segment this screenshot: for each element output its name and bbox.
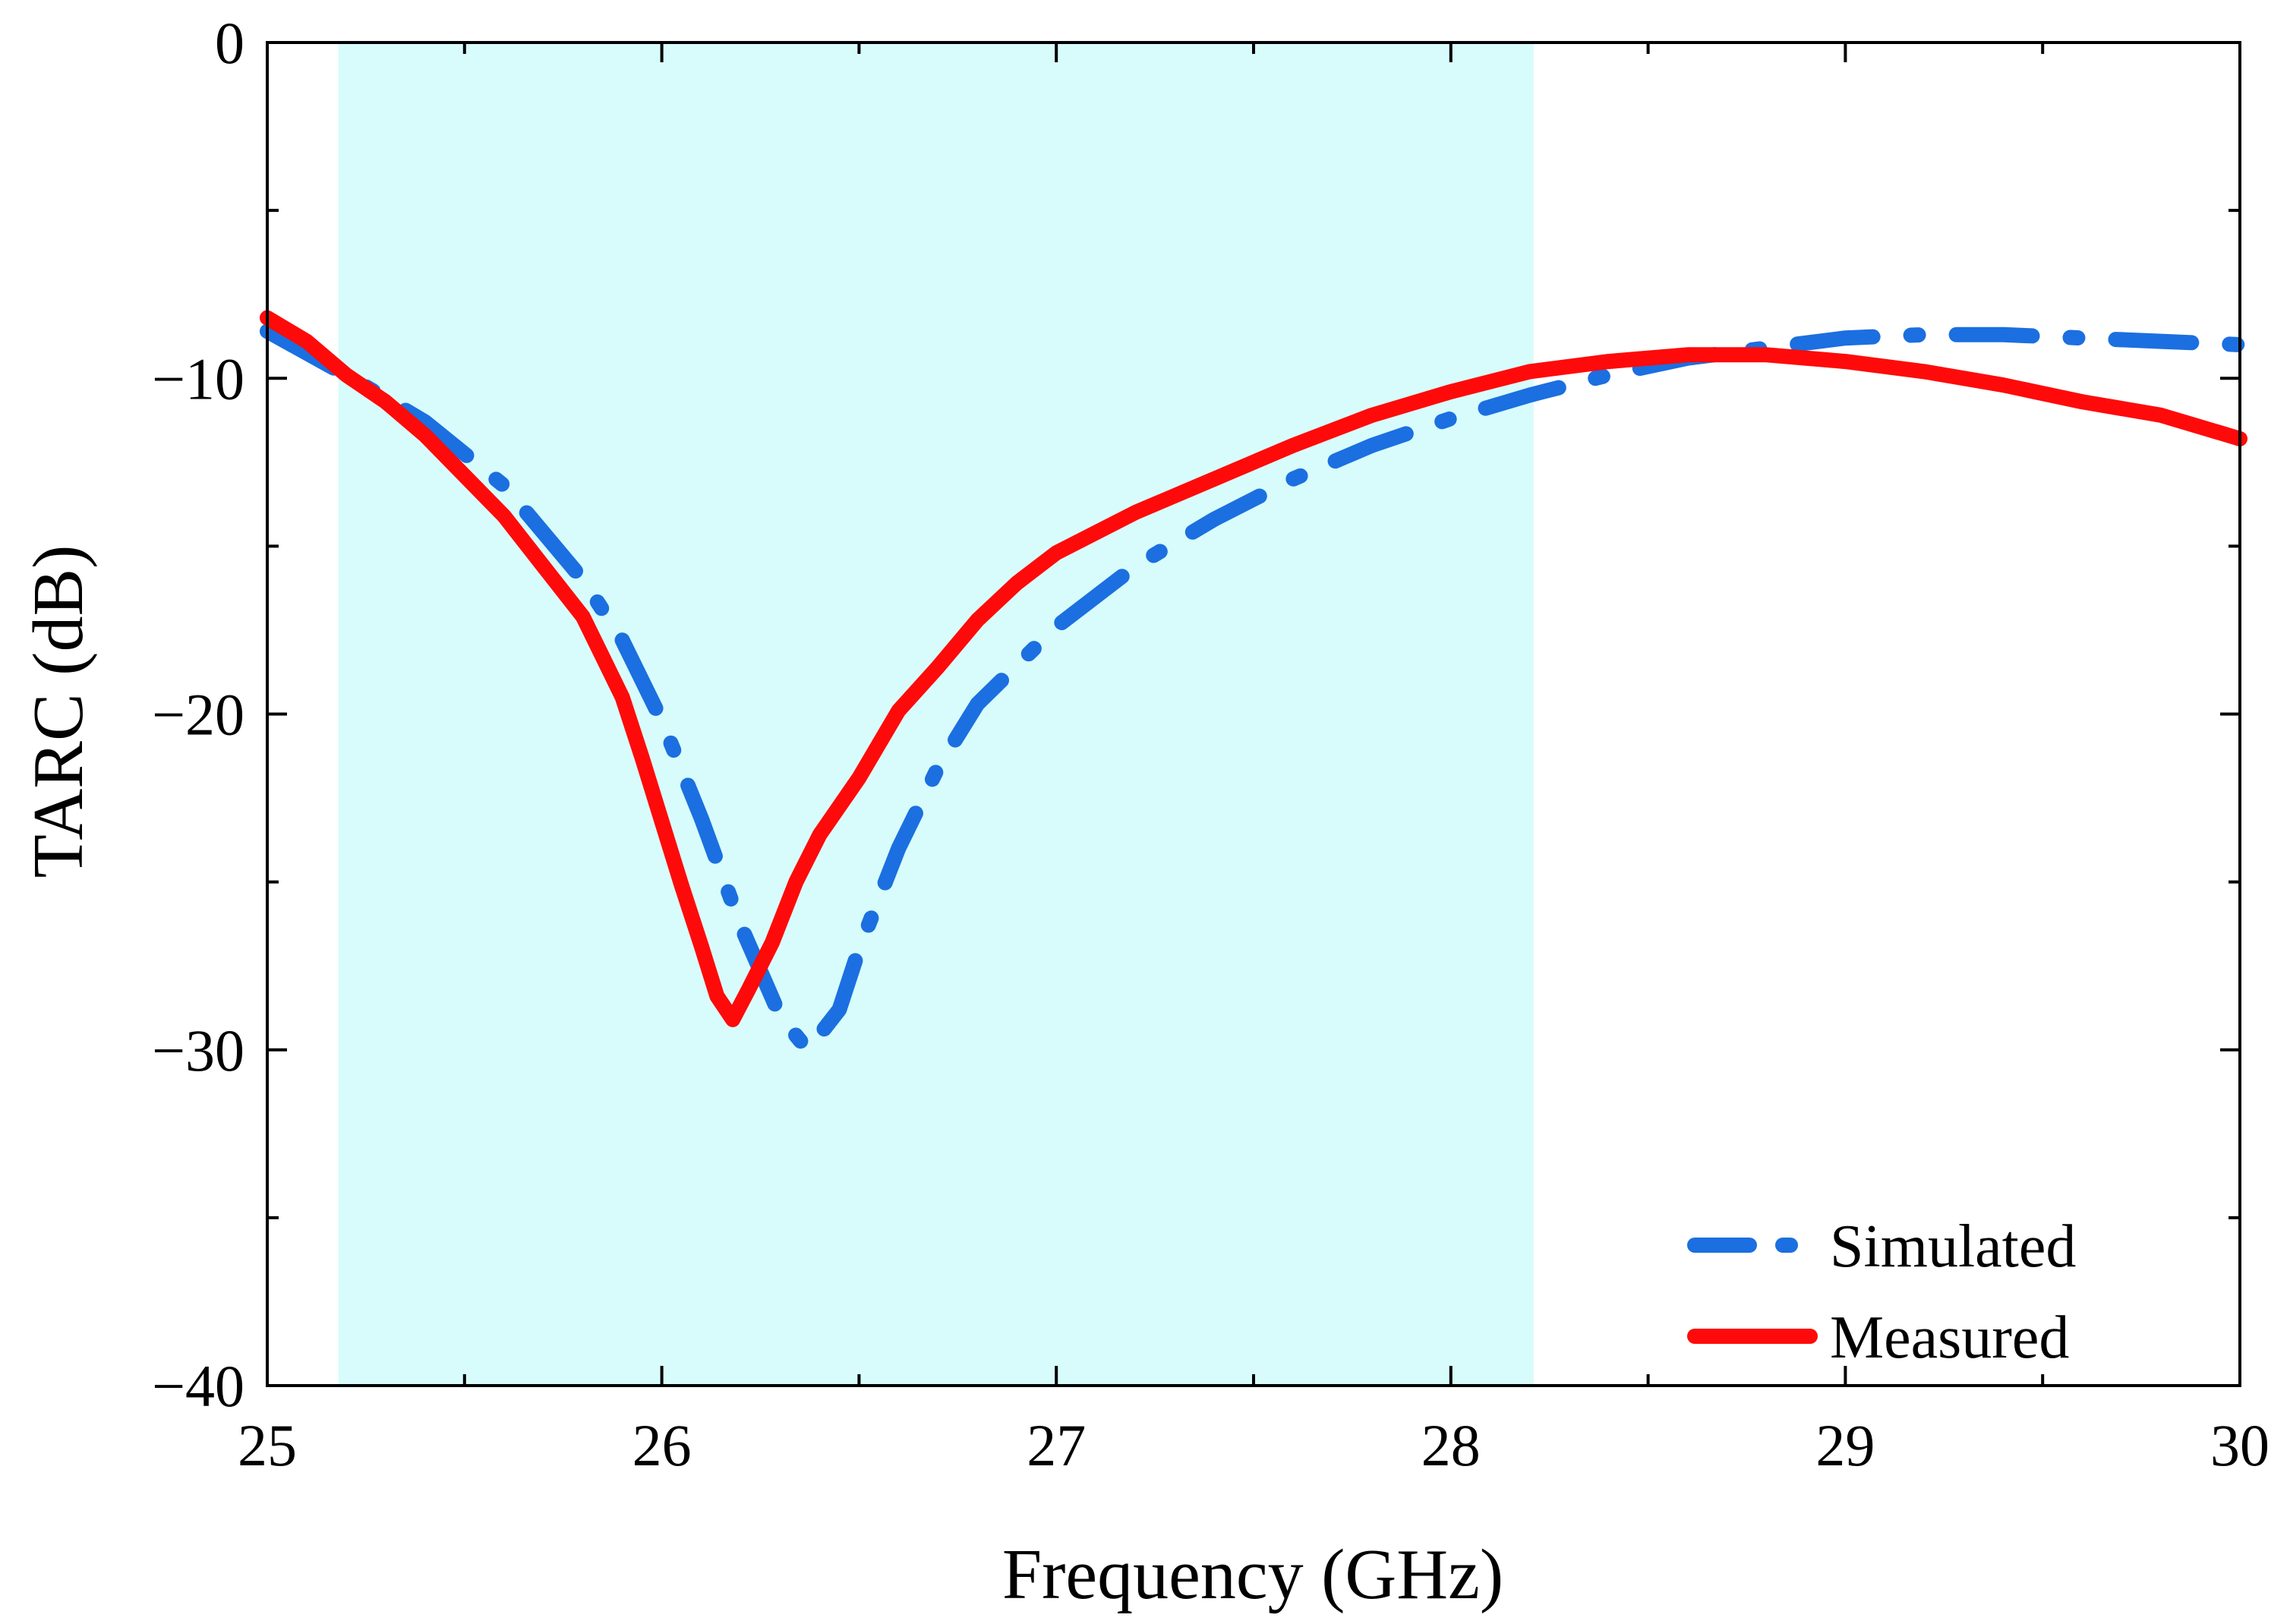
y-tick-label-minus-30: −30 [152, 1017, 244, 1083]
x-tick-label-29: 29 [1815, 1412, 1875, 1478]
y-tick-label-minus-20: −20 [152, 682, 244, 748]
x-tick-label-30: 30 [2210, 1412, 2269, 1478]
x-tick-label-26: 26 [632, 1412, 692, 1478]
series-layer [260, 310, 2247, 1058]
y-tick-label-0: 0 [215, 10, 244, 76]
legend-label-simulated: Simulated [1830, 1213, 2076, 1280]
x-axis-title: Frequency (GHz) [1002, 1535, 1503, 1614]
y-tick-label-minus-10: −10 [152, 345, 244, 412]
series-line-simulated [260, 323, 2247, 1058]
x-tick-labels: 25 26 27 28 29 30 [238, 1412, 2269, 1478]
x-tick-label-27: 27 [1027, 1412, 1086, 1478]
plot-frame [266, 41, 2241, 1387]
y-axis-title: TARC (dB) [19, 545, 98, 878]
legend: Simulated Measured [1687, 1213, 2076, 1371]
minor-ticks [267, 43, 2240, 1386]
y-tick-labels: 0 −10 −20 −30 −40 [152, 10, 244, 1419]
x-tick-label-25: 25 [238, 1412, 297, 1478]
legend-label-measured: Measured [1830, 1304, 2069, 1371]
x-tick-label-28: 28 [1421, 1412, 1481, 1478]
y-tick-label-minus-40: −40 [152, 1353, 244, 1419]
bandwidth-shaded-region [338, 43, 1534, 1386]
series-line-measured [260, 310, 2247, 1027]
